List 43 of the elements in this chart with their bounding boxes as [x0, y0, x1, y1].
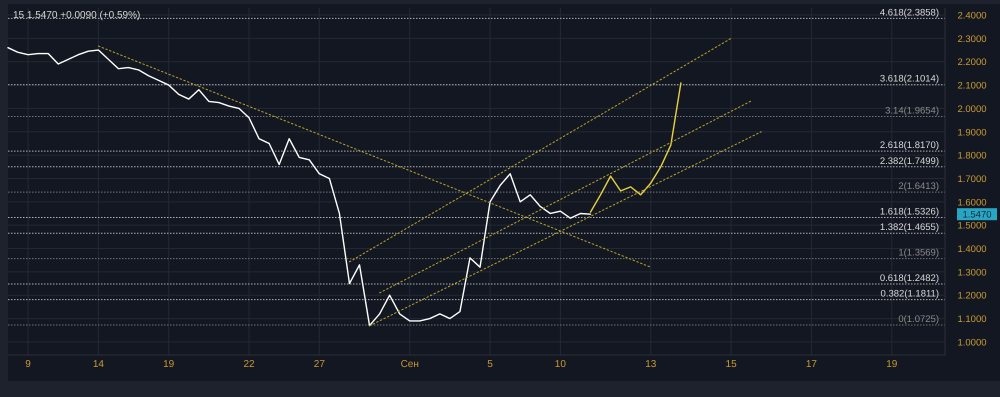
ref-line-label: 1.618(1.5326) — [880, 206, 939, 218]
ref-line-label: 2.382(1.7499) — [880, 156, 939, 167]
y-tick-label: 1.9000 — [957, 127, 987, 138]
x-tick-label: 9 — [25, 359, 32, 370]
ref-line-label: 2.618(1.8170) — [880, 140, 939, 152]
ref-line-label: 2(1.6413) — [898, 181, 939, 192]
x-tick-label: 17 — [806, 359, 818, 370]
ref-line-label: 3.14(1.9654) — [885, 105, 939, 116]
y-tick-label: 1.7000 — [957, 174, 987, 185]
x-tick-label: 27 — [314, 359, 326, 370]
ref-line-label: 3.618(2.1014) — [880, 74, 939, 85]
x-tick-label: Сен — [400, 359, 419, 370]
x-tick-label: 22 — [243, 359, 256, 370]
x-tick-label: 19 — [163, 359, 175, 370]
y-tick-label: 1.4000 — [957, 244, 987, 256]
text: 1.5470 — [962, 210, 992, 221]
y-tick-label: 1.3000 — [957, 267, 987, 278]
ref-line-label: 0.382(1.1811) — [880, 288, 939, 300]
line-series — [7, 46, 592, 326]
y-tick-label: 1.5000 — [957, 220, 987, 232]
y-tick-label: 1.8000 — [957, 150, 987, 162]
ref-line-label: 4.618(2.3858) — [880, 7, 939, 18]
x-tick-label: 5 — [487, 359, 494, 370]
y-tick-label: 1.2000 — [957, 290, 987, 302]
y-tick-label: 2.2000 — [957, 57, 987, 68]
y-tick-label: 1.0000 — [957, 337, 987, 348]
chart-title: 15 1.5470 +0.0090 (+0.59%) — [13, 10, 140, 21]
y-tick-label: 2.3000 — [957, 34, 987, 45]
ref-line-label: 0(1.0725) — [898, 314, 939, 325]
ref-line-label: 0.618(1.2482) — [880, 272, 939, 284]
y-tick-label: 1.6000 — [957, 197, 987, 208]
x-tick-label: 13 — [645, 359, 657, 370]
x-tick-label: 15 — [726, 359, 738, 370]
y-tick-label: 2.0000 — [957, 104, 987, 115]
y-tick-label: 1.1000 — [957, 314, 987, 326]
x-tick-label: 14 — [92, 359, 104, 370]
y-tick-label: 2.1000 — [957, 80, 987, 92]
ref-line-label: 1.382(1.4655) — [880, 222, 939, 234]
y-tick-label: 2.4000 — [957, 10, 987, 22]
x-tick-label: 10 — [554, 359, 566, 370]
line-series — [590, 82, 682, 213]
x-tick-label: 19 — [886, 359, 898, 370]
ref-line-label: 1(1.3569) — [898, 248, 939, 259]
